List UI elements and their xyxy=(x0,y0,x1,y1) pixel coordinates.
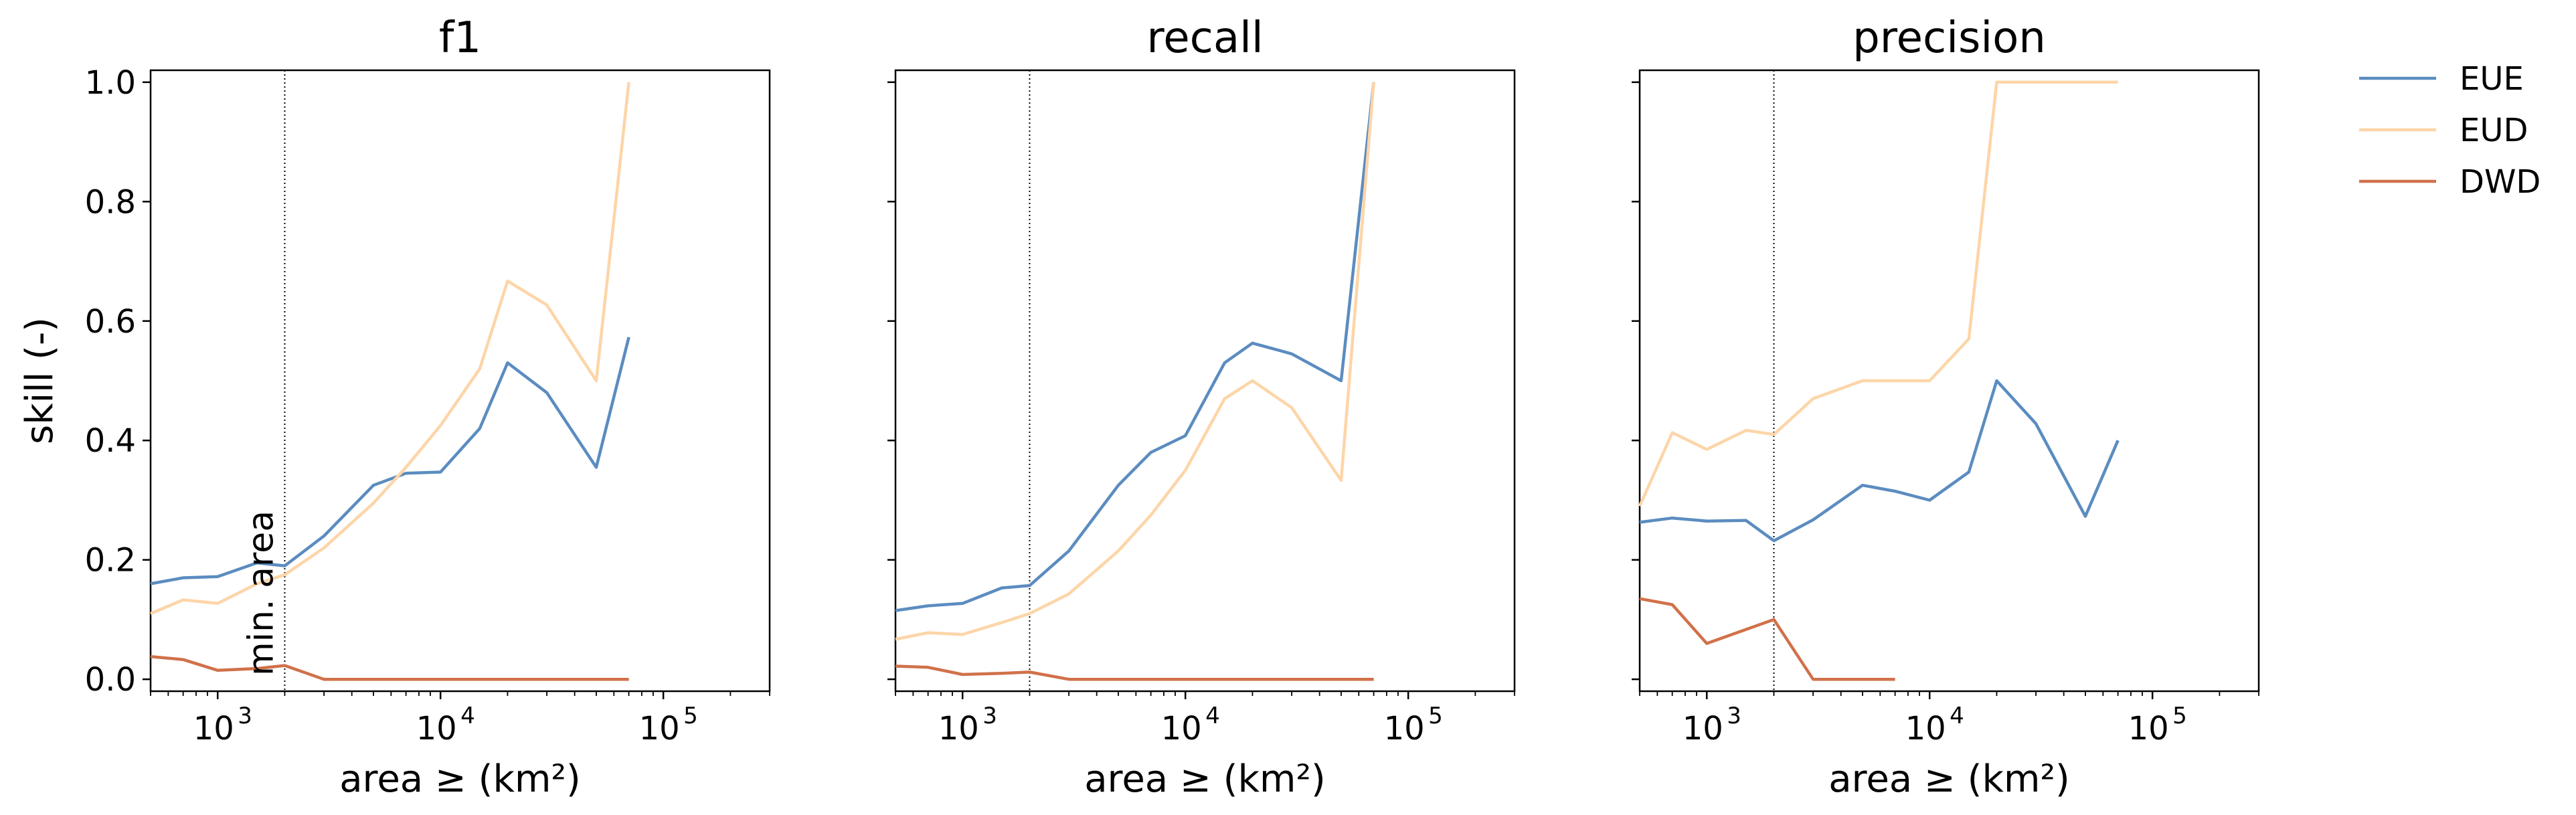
series-line-DWD xyxy=(1639,597,1895,681)
x-tick-label: 10 xyxy=(1384,710,1425,747)
x-tick-label: 10 xyxy=(193,710,234,747)
series-line-EUD xyxy=(150,82,630,616)
series-line-EUD xyxy=(1638,80,2118,507)
x-axis-label: area ≥ (km²) xyxy=(1084,757,1326,801)
y-tick-label: 0.6 xyxy=(85,303,136,341)
legend-label-EUD: EUD xyxy=(2460,112,2528,149)
legend: EUE EUD DWD xyxy=(2359,60,2541,201)
x-tick-label: 10 xyxy=(2128,710,2169,747)
x-tick-exponent: 3 xyxy=(982,703,997,729)
x-tick-exponent: 4 xyxy=(1205,703,1220,729)
panel-title: recall xyxy=(1146,13,1263,63)
axes-frame xyxy=(149,69,771,693)
series-line-DWD xyxy=(895,664,1374,681)
y-axis-label: skill (-) xyxy=(18,317,62,444)
panel-f1: f1 area ≥ (km²) skill (-) 0.0 0.2 0.4 0.6 0.8 1.… xyxy=(18,13,771,801)
legend-label-DWD: DWD xyxy=(2460,163,2541,201)
x-axis-label: area ≥ (km²) xyxy=(339,757,581,801)
x-tick-label: 10 xyxy=(1905,710,1946,747)
panel-title: precision xyxy=(1853,13,2046,63)
y-tick-label: 0.4 xyxy=(85,422,136,460)
x-tick-exponent: 5 xyxy=(683,703,698,729)
series-line-EUE xyxy=(895,82,1375,612)
x-tick-exponent: 4 xyxy=(460,703,475,729)
series-line-EUD xyxy=(895,82,1375,641)
x-tick-label: 10 xyxy=(639,710,680,747)
y-tick-label: 1.0 xyxy=(85,64,136,102)
y-tick-label: 0.0 xyxy=(85,661,136,699)
series-line-EUE xyxy=(1639,379,2120,543)
panel-title: f1 xyxy=(439,13,481,63)
min-area-annotation: min. area xyxy=(241,511,281,676)
x-tick-exponent: 4 xyxy=(1950,703,1964,729)
x-tick-exponent: 3 xyxy=(238,703,252,729)
x-tick-exponent: 5 xyxy=(1428,703,1443,729)
x-tick-label: 10 xyxy=(1161,710,1202,747)
series-line-DWD xyxy=(150,654,629,681)
axes-frame xyxy=(1638,69,2260,693)
x-axis-label: area ≥ (km²) xyxy=(1828,757,2070,801)
x-tick-label: 10 xyxy=(1683,710,1723,747)
axes-frame xyxy=(894,69,1516,693)
x-tick-exponent: 3 xyxy=(1727,703,1741,729)
series-line-EUE xyxy=(150,337,630,585)
x-tick-exponent: 5 xyxy=(2172,703,2187,729)
x-tick-label: 10 xyxy=(416,710,457,747)
x-tick-label: 10 xyxy=(938,710,979,747)
legend-label-EUE: EUE xyxy=(2460,60,2524,98)
y-tick-label: 0.2 xyxy=(85,542,136,579)
y-tick-label: 0.8 xyxy=(85,183,136,221)
